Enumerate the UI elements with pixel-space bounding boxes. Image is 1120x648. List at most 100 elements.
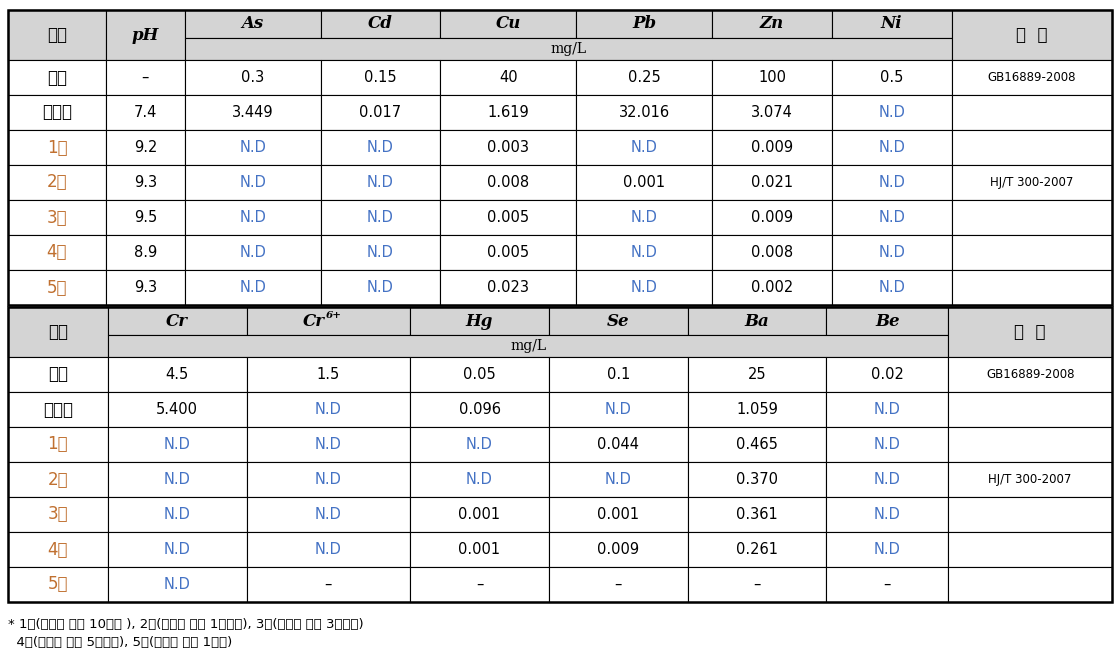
Text: 처리전: 처리전 — [43, 400, 73, 419]
Text: N.D: N.D — [240, 140, 267, 155]
Text: N.D: N.D — [878, 245, 905, 260]
Bar — [549, 567, 688, 602]
Text: 5회: 5회 — [47, 279, 67, 297]
Text: N.D: N.D — [878, 140, 905, 155]
Bar — [440, 235, 577, 270]
Text: mg/L: mg/L — [510, 339, 547, 353]
Text: 0.001: 0.001 — [623, 175, 665, 190]
Bar — [952, 60, 1112, 95]
Bar — [549, 357, 688, 392]
Text: mg/L: mg/L — [550, 42, 586, 56]
Text: N.D: N.D — [466, 472, 493, 487]
Bar — [949, 427, 1112, 462]
Text: * 1회(안정화 처리 10일후 ), 2회(안정화 처리 1개월후), 3회(안정화 처리 3개월후): * 1회(안정화 처리 10일후 ), 2회(안정화 처리 1개월후), 3회(… — [8, 618, 364, 631]
Text: 100: 100 — [758, 70, 786, 85]
Bar — [952, 130, 1112, 165]
Text: As: As — [242, 16, 264, 32]
Bar — [8, 497, 108, 532]
Bar — [246, 462, 410, 497]
Text: N.D: N.D — [164, 437, 190, 452]
Text: 3회: 3회 — [47, 209, 67, 227]
Bar — [712, 235, 832, 270]
Bar — [712, 165, 832, 200]
Bar — [185, 10, 320, 38]
Text: N.D: N.D — [164, 507, 190, 522]
Bar — [320, 200, 440, 235]
Bar — [106, 95, 185, 130]
Text: 1.059: 1.059 — [736, 402, 778, 417]
Text: 0.023: 0.023 — [487, 280, 530, 295]
Bar — [688, 427, 827, 462]
Bar — [320, 130, 440, 165]
Text: 기준: 기준 — [48, 365, 68, 384]
Text: N.D: N.D — [315, 472, 342, 487]
Bar — [8, 392, 108, 427]
Text: 0.3: 0.3 — [241, 70, 264, 85]
Text: N.D: N.D — [367, 280, 394, 295]
Bar — [952, 235, 1112, 270]
Bar — [712, 200, 832, 235]
Text: 0.009: 0.009 — [597, 542, 640, 557]
Text: 0.044: 0.044 — [597, 437, 640, 452]
Bar — [549, 532, 688, 567]
Text: GB16889-2008: GB16889-2008 — [986, 368, 1074, 381]
Text: N.D: N.D — [164, 577, 190, 592]
Bar — [949, 392, 1112, 427]
Text: 7.4: 7.4 — [133, 105, 157, 120]
Text: 0.021: 0.021 — [752, 175, 793, 190]
Text: 3.074: 3.074 — [752, 105, 793, 120]
Text: 1.619: 1.619 — [487, 105, 530, 120]
Text: 비  고: 비 고 — [1015, 323, 1046, 341]
Text: N.D: N.D — [164, 472, 190, 487]
Bar — [106, 130, 185, 165]
Text: 0.009: 0.009 — [752, 210, 793, 225]
Bar — [952, 200, 1112, 235]
Text: 25: 25 — [748, 367, 766, 382]
Bar — [949, 532, 1112, 567]
Text: 0.361: 0.361 — [736, 507, 777, 522]
Bar — [8, 165, 106, 200]
Text: Cu: Cu — [496, 16, 521, 32]
Bar — [8, 130, 106, 165]
Bar — [108, 357, 246, 392]
Bar — [185, 130, 320, 165]
Text: N.D: N.D — [631, 280, 657, 295]
Bar — [108, 532, 246, 567]
Text: 0.370: 0.370 — [736, 472, 778, 487]
Bar — [410, 462, 549, 497]
Bar — [108, 335, 949, 357]
Text: N.D: N.D — [631, 140, 657, 155]
Bar — [108, 307, 246, 335]
Text: 0.008: 0.008 — [752, 245, 793, 260]
Text: –: – — [754, 577, 760, 592]
Bar — [246, 307, 410, 335]
Bar — [688, 392, 827, 427]
Bar — [8, 60, 106, 95]
Text: 9.2: 9.2 — [133, 140, 157, 155]
Bar — [185, 270, 320, 305]
Text: 구분: 구분 — [48, 323, 68, 341]
Bar — [8, 357, 108, 392]
Bar — [832, 235, 952, 270]
Bar — [832, 60, 952, 95]
Text: 0.005: 0.005 — [487, 210, 530, 225]
Text: Cr: Cr — [166, 312, 188, 329]
Bar — [952, 270, 1112, 305]
Bar — [549, 427, 688, 462]
Bar — [108, 567, 246, 602]
Bar — [8, 462, 108, 497]
Text: 9.3: 9.3 — [133, 175, 157, 190]
Bar — [106, 60, 185, 95]
Bar — [949, 497, 1112, 532]
Text: 0.15: 0.15 — [364, 70, 396, 85]
Bar — [106, 235, 185, 270]
Text: N.D: N.D — [878, 210, 905, 225]
Bar — [320, 235, 440, 270]
Bar — [106, 165, 185, 200]
Bar — [712, 270, 832, 305]
Bar — [712, 95, 832, 130]
Bar — [688, 567, 827, 602]
Bar — [827, 532, 949, 567]
Text: N.D: N.D — [240, 280, 267, 295]
Text: 0.009: 0.009 — [752, 140, 793, 155]
